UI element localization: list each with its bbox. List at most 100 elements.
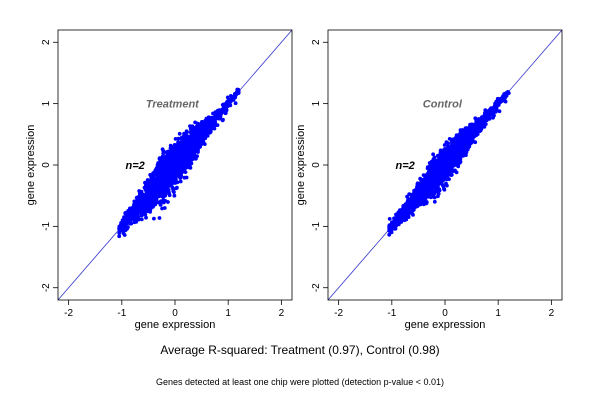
x-tick-label: -2 (64, 308, 73, 319)
data-point (387, 232, 392, 237)
data-point (447, 177, 451, 182)
data-point (497, 109, 502, 114)
data-point (169, 148, 174, 152)
data-point (166, 149, 171, 154)
data-point (171, 181, 176, 185)
data-point (213, 113, 218, 118)
data-point (160, 176, 165, 181)
data-point (205, 133, 210, 138)
data-point (179, 149, 184, 154)
data-point (221, 117, 225, 122)
data-point (197, 132, 202, 136)
data-point (148, 210, 153, 214)
data-point (176, 145, 180, 150)
data-point (218, 112, 223, 117)
data-point (119, 224, 124, 229)
data-point (176, 149, 181, 154)
data-point (420, 178, 425, 183)
data-point (183, 134, 188, 139)
data-point (171, 189, 176, 194)
data-point (233, 93, 238, 98)
data-point (140, 213, 144, 218)
data-point (158, 203, 163, 207)
data-point (170, 175, 174, 180)
data-point (139, 193, 144, 197)
y-tick-label: 0 (41, 162, 52, 168)
data-point (162, 187, 167, 192)
data-point (180, 139, 184, 144)
data-point (178, 179, 183, 184)
data-point (187, 153, 191, 158)
data-point (139, 190, 143, 195)
treatment-scatter-points (117, 87, 241, 239)
data-point (166, 200, 170, 204)
data-point (421, 173, 426, 178)
data-point (143, 204, 148, 209)
x-tick-label: -1 (117, 308, 126, 319)
data-point (195, 121, 200, 126)
data-point (441, 184, 446, 189)
data-point (166, 164, 171, 169)
data-point (209, 120, 214, 125)
data-point (148, 173, 153, 177)
data-point (207, 126, 212, 131)
data-point (231, 98, 235, 102)
data-point (199, 121, 204, 126)
data-point (436, 194, 440, 199)
data-point (188, 127, 193, 131)
data-point (194, 126, 198, 131)
data-point (431, 152, 435, 157)
x-tick-label: 2 (279, 308, 285, 319)
data-point (208, 116, 212, 121)
data-point (189, 149, 193, 154)
data-point (122, 228, 127, 233)
data-point (157, 216, 162, 220)
data-point (190, 124, 195, 129)
data-point (233, 101, 238, 106)
data-point (144, 215, 148, 220)
data-point (146, 181, 151, 186)
data-point (183, 158, 188, 163)
data-point (202, 121, 207, 125)
data-point (144, 199, 149, 204)
data-point (167, 172, 171, 177)
data-point (166, 184, 170, 189)
data-point (387, 217, 392, 221)
data-point (143, 212, 148, 217)
data-point (156, 190, 161, 195)
data-point (184, 175, 189, 180)
data-point (185, 149, 190, 154)
data-point (223, 111, 228, 115)
data-point (176, 157, 181, 162)
data-point (164, 161, 169, 166)
data-point (467, 129, 472, 134)
data-point (139, 217, 144, 222)
data-point (199, 140, 204, 145)
data-point (180, 166, 185, 171)
data-point (163, 167, 168, 171)
data-point (447, 137, 452, 141)
data-point (172, 154, 177, 158)
data-point (152, 186, 156, 190)
data-point (172, 159, 177, 164)
data-point (176, 140, 181, 145)
data-point (172, 193, 177, 198)
data-point (117, 231, 122, 235)
data-point (189, 133, 194, 138)
x-tick-label: 1 (225, 308, 231, 319)
data-point (161, 149, 166, 153)
data-point (441, 177, 446, 182)
y-tick-label: 2 (41, 39, 52, 45)
data-point (153, 201, 158, 206)
data-point (432, 199, 437, 204)
data-point (150, 181, 154, 186)
data-point (117, 228, 122, 232)
data-point (170, 162, 175, 167)
data-point (213, 110, 218, 115)
data-point (503, 99, 508, 104)
data-point (176, 136, 181, 141)
data-point (139, 196, 144, 201)
data-point (151, 203, 155, 208)
